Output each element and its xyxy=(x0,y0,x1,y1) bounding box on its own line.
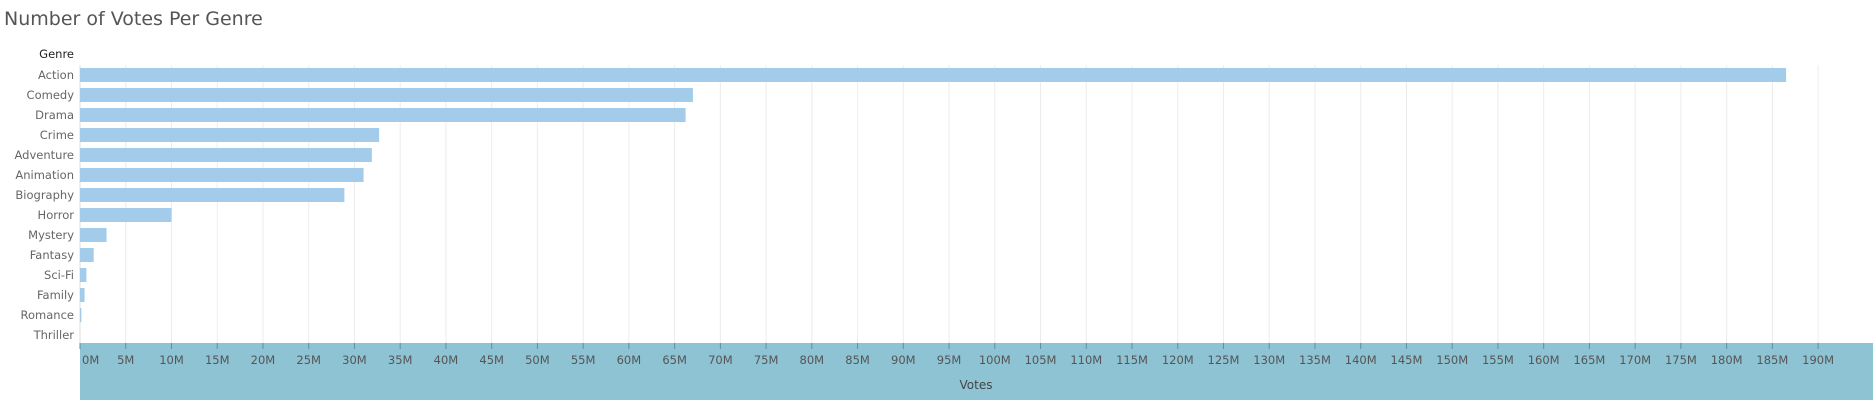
x-axis-ticks: 0M 5M 10M 15M 20M 25M 30M 35M 40M 45M 50M 55M 60M 65M… xyxy=(79,343,1834,367)
bar-family[interactable] xyxy=(80,288,85,302)
x-tick-label: 115M xyxy=(1116,353,1148,367)
bar-crime[interactable] xyxy=(80,128,380,142)
x-tick-label: 65M xyxy=(662,353,687,367)
category-label: Horror xyxy=(38,208,75,222)
x-tick-label: 75M xyxy=(754,353,779,367)
x-tick-label: 95M xyxy=(937,353,962,367)
x-tick-label: 180M xyxy=(1711,353,1743,367)
x-tick-label: 160M xyxy=(1528,353,1560,367)
bar-mystery[interactable] xyxy=(80,228,107,242)
x-tick-label: 105M xyxy=(1025,353,1057,367)
bar-fantasy[interactable] xyxy=(80,248,94,262)
x-tick-label: 25M xyxy=(296,353,321,367)
x-tick-label: 80M xyxy=(800,353,825,367)
x-tick-label: 120M xyxy=(1162,353,1194,367)
x-tick-label: 130M xyxy=(1253,353,1285,367)
category-label: Drama xyxy=(35,108,74,122)
bar-comedy[interactable] xyxy=(80,88,693,102)
x-tick-label: 15M xyxy=(205,353,230,367)
x-tick-label: 150M xyxy=(1436,353,1468,367)
x-tick-label: 155M xyxy=(1482,353,1514,367)
x-tick-label: 40M xyxy=(434,353,459,367)
x-tick-label: 145M xyxy=(1391,353,1423,367)
x-tick-label: 60M xyxy=(617,353,642,367)
x-tick-label: 135M xyxy=(1299,353,1331,367)
x-axis-band xyxy=(80,343,1873,400)
x-tick-label: 140M xyxy=(1345,353,1377,367)
x-tick-label: 10M xyxy=(159,353,184,367)
x-axis-title: Votes xyxy=(960,378,993,392)
x-tick-label: 90M xyxy=(891,353,916,367)
bars xyxy=(80,68,1787,322)
category-label: Mystery xyxy=(28,228,74,242)
x-tick-label: 125M xyxy=(1208,353,1240,367)
bar-sci-fi[interactable] xyxy=(80,268,87,282)
bar-animation[interactable] xyxy=(80,168,364,182)
x-tick-label: 170M xyxy=(1619,353,1651,367)
category-label: Fantasy xyxy=(30,248,74,262)
x-tick-label: 55M xyxy=(571,353,596,367)
x-tick-label: 5M xyxy=(117,353,134,367)
x-tick-label: 85M xyxy=(845,353,870,367)
bar-action[interactable] xyxy=(80,68,1787,82)
bar-adventure[interactable] xyxy=(80,148,372,162)
category-label: Adventure xyxy=(15,148,74,162)
bar-biography[interactable] xyxy=(80,188,345,202)
x-tick-label: 30M xyxy=(342,353,367,367)
x-tick-label: 20M xyxy=(251,353,276,367)
chart-title: Number of Votes Per Genre xyxy=(4,8,263,30)
x-tick-label: 50M xyxy=(525,353,550,367)
x-tick-label: 185M xyxy=(1756,353,1788,367)
bar-romance[interactable] xyxy=(80,308,82,322)
category-label: Crime xyxy=(40,128,74,142)
x-tick-label: 175M xyxy=(1665,353,1697,367)
category-label: Family xyxy=(37,288,74,302)
category-label: Romance xyxy=(21,308,74,322)
x-tick-label: 0M xyxy=(82,353,99,367)
category-label: Biography xyxy=(15,188,74,202)
gridlines xyxy=(79,65,1819,345)
category-label: Thriller xyxy=(33,328,75,342)
x-tick-label: 100M xyxy=(979,353,1011,367)
bar-horror[interactable] xyxy=(80,208,172,222)
x-tick-label: 70M xyxy=(708,353,733,367)
category-label: Animation xyxy=(15,168,74,182)
category-label: Sci-Fi xyxy=(44,268,74,282)
x-tick-label: 45M xyxy=(479,353,504,367)
category-label: Action xyxy=(38,68,74,82)
x-tick-label: 35M xyxy=(388,353,413,367)
bar-drama[interactable] xyxy=(80,108,686,122)
category-labels: Action Comedy Drama Crime Adventure Animation… xyxy=(15,68,75,342)
category-label: Comedy xyxy=(27,88,75,102)
x-tick-label: 110M xyxy=(1070,353,1102,367)
x-tick-label: 190M xyxy=(1802,353,1834,367)
row-header: Genre xyxy=(39,47,74,61)
x-tick-label: 165M xyxy=(1573,353,1605,367)
